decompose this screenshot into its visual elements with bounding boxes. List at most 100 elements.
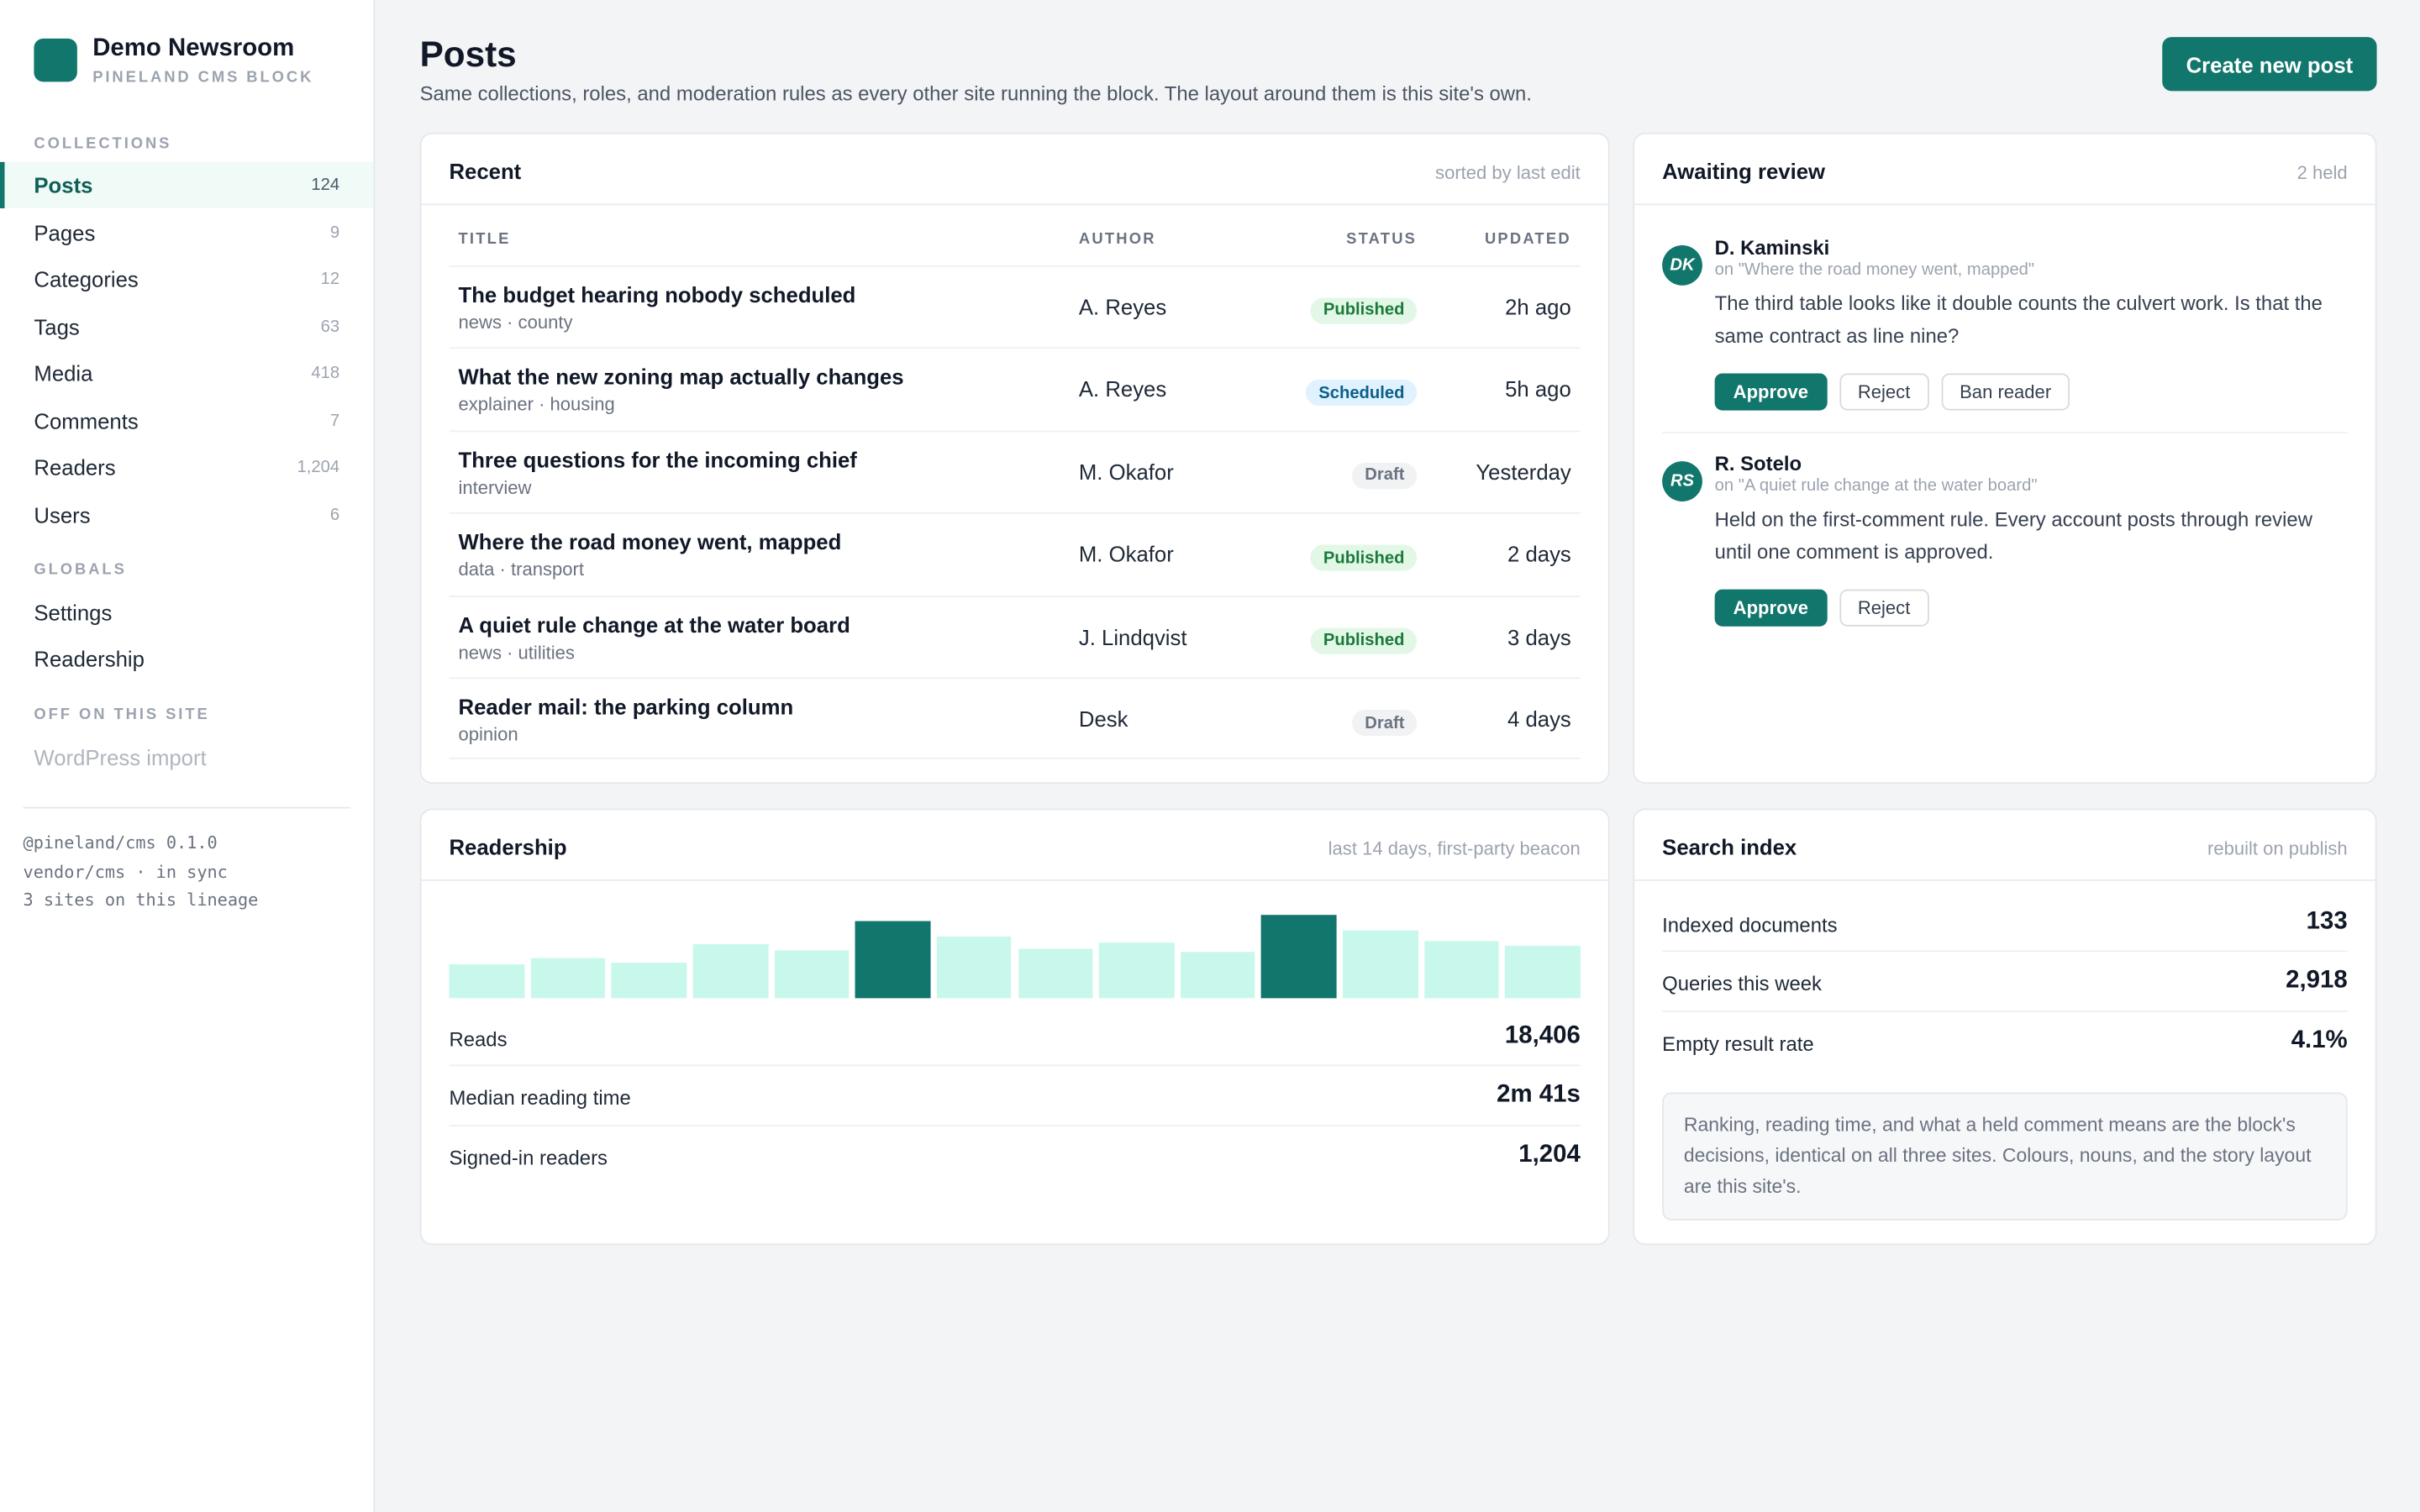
create-new-post-button[interactable]: Create new post	[2162, 37, 2377, 92]
recent-card: Recent sorted by last edit TITLE AUTHOR …	[419, 132, 1610, 785]
card-title: Awaiting review	[1662, 159, 1826, 184]
reject-button[interactable]: Reject	[1839, 589, 1929, 627]
sidebar-item-users[interactable]: Users 6	[0, 491, 373, 538]
sidebar-item-count: 418	[311, 364, 340, 383]
stat-signed-in-readers: Signed-in readers 1,204	[449, 1124, 1581, 1185]
sidebar-item-settings[interactable]: Settings	[0, 589, 373, 635]
post-author: A. Reyes	[1078, 376, 1167, 402]
reads-bar-day-4	[692, 943, 768, 999]
sidebar-item-categories[interactable]: Categories 12	[0, 256, 373, 302]
review-item: RS R. Sotelo on "A quiet rule change at …	[1662, 452, 2348, 637]
comment-target: on "A quiet rule change at the water boa…	[1714, 476, 2038, 496]
post-title[interactable]: What the new zoning map actually changes	[458, 364, 904, 389]
table-row[interactable]: Reader mail: the parking column opinion …	[449, 677, 1581, 759]
post-tags: news · county	[458, 311, 573, 333]
post-title[interactable]: A quiet rule change at the water board	[458, 612, 850, 637]
post-author: Desk	[1078, 706, 1128, 732]
sidebar-item-readership[interactable]: Readership	[0, 636, 373, 682]
column-header-title[interactable]: TITLE	[458, 231, 511, 249]
sidebar-item-count: 6	[329, 505, 340, 524]
post-tags: news · utilities	[458, 641, 575, 663]
search-note: Ranking, reading time, and what a held c…	[1662, 1092, 2348, 1221]
sidebar-item-count: 7	[329, 411, 340, 430]
daily-reads-bar-chart	[449, 915, 1581, 999]
table-row[interactable]: Where the road money went, mapped data ·…	[449, 512, 1581, 594]
card-title: Recent	[449, 159, 522, 184]
status-badge: Published	[1311, 627, 1418, 654]
column-header-status[interactable]: STATUS	[1346, 231, 1418, 249]
sidebar-item-label: Users	[34, 501, 91, 528]
stat-empty-result-rate: Empty result rate 4.1%	[1662, 1011, 2348, 1071]
post-title[interactable]: Three questions for the incoming chief	[458, 446, 857, 472]
review-divider	[1662, 432, 2348, 434]
vendor-sync-status: vendor/cms · in sync	[23, 861, 228, 882]
brand-subtitle: PINELAND CMS BLOCK	[92, 69, 314, 87]
card-meta: rebuilt on publish	[2207, 837, 2348, 860]
section-globals: GLOBALS	[34, 561, 127, 579]
reads-bar-day-1	[449, 964, 524, 999]
reads-bar-day-8	[1018, 948, 1093, 999]
post-updated: 5h ago	[1505, 376, 1571, 402]
sidebar-item-count: 12	[320, 270, 340, 289]
status-badge: Published	[1311, 544, 1418, 571]
sidebar-item-count: 124	[311, 176, 340, 195]
reads-bar-day-13	[1423, 940, 1500, 999]
post-tags: explainer · housing	[458, 393, 615, 416]
brand-logo-icon	[34, 38, 77, 82]
stat-median-reading-time: Median reading time 2m 41s	[449, 1064, 1581, 1125]
page-subtitle: Same collections, roles, and moderation …	[419, 81, 1532, 105]
card-meta: 2 held	[2296, 161, 2348, 184]
reads-bar-day-7	[936, 935, 1012, 999]
card-header: Search index rebuilt on publish	[1634, 810, 2375, 881]
reads-bar-day-11	[1261, 915, 1337, 999]
table-row[interactable]: The budget hearing nobody scheduled news…	[449, 264, 1581, 346]
search-index-card: Search index rebuilt on publish Indexed …	[1633, 808, 2377, 1246]
table-row[interactable]: What the new zoning map actually changes…	[449, 347, 1581, 428]
card-header: Recent sorted by last edit	[421, 134, 1608, 206]
sidebar-item-label: Readership	[34, 646, 145, 671]
sidebar-item-label: WordPress import	[34, 744, 207, 769]
post-author: J. Lindqvist	[1078, 623, 1187, 649]
post-title[interactable]: Reader mail: the parking column	[458, 694, 794, 719]
package-version: @pineland/cms 0.1.0	[23, 832, 218, 853]
sidebar-item-count: 1,204	[297, 458, 340, 477]
approve-button[interactable]: Approve	[1714, 373, 1828, 411]
post-title[interactable]: Where the road money went, mapped	[458, 528, 842, 554]
stat-value: 2m 41s	[1497, 1081, 1581, 1108]
sidebar-item-label: Posts	[34, 172, 93, 198]
post-tags: opinion	[458, 723, 518, 746]
sidebar-item-comments[interactable]: Comments 7	[0, 397, 373, 444]
stat-label: Reads	[449, 1027, 508, 1051]
sidebar-item-media[interactable]: Media 418	[0, 350, 373, 396]
reads-bar-day-5	[774, 949, 850, 999]
post-title[interactable]: The budget hearing nobody scheduled	[458, 281, 856, 307]
sidebar-item-label: Readers	[34, 454, 116, 480]
section-off-on-this-site: OFF ON THIS SITE	[34, 706, 210, 724]
sidebar-item-tags[interactable]: Tags 63	[0, 303, 373, 349]
column-header-author[interactable]: AUTHOR	[1078, 231, 1156, 249]
brand[interactable]: Demo Newsroom PINELAND CMS BLOCK	[34, 34, 314, 87]
lineage-count: 3 sites on this lineage	[23, 890, 259, 911]
card-title: Readership	[449, 834, 567, 860]
sidebar-item-readers[interactable]: Readers 1,204	[0, 444, 373, 491]
sidebar-item-label: Tags	[34, 313, 80, 339]
stat-label: Empty result rate	[1662, 1032, 1814, 1056]
reject-button[interactable]: Reject	[1839, 373, 1929, 411]
stat-value: 1,204	[1518, 1142, 1581, 1168]
table-row[interactable]: Three questions for the incoming chief i…	[449, 429, 1581, 512]
sidebar: Demo Newsroom PINELAND CMS BLOCK COLLECT…	[0, 0, 376, 1512]
post-tags: interview	[458, 475, 532, 498]
ban-reader-button[interactable]: Ban reader	[1941, 373, 2070, 411]
column-header-updated[interactable]: UPDATED	[1484, 231, 1571, 249]
sidebar-item-pages[interactable]: Pages 9	[0, 209, 373, 255]
sidebar-item-posts[interactable]: Posts 124	[0, 161, 374, 208]
commenter-name: R. Sotelo	[1714, 452, 1802, 475]
approve-button[interactable]: Approve	[1714, 589, 1828, 627]
reads-bar-day-3	[611, 963, 687, 999]
table-row[interactable]: A quiet rule change at the water board n…	[449, 595, 1581, 676]
comment-body: Held on the first-comment rule. Every ac…	[1714, 507, 2312, 564]
reads-bar-day-12	[1343, 931, 1418, 999]
reads-bar-day-14	[1505, 945, 1581, 999]
post-updated: 2h ago	[1505, 293, 1571, 319]
